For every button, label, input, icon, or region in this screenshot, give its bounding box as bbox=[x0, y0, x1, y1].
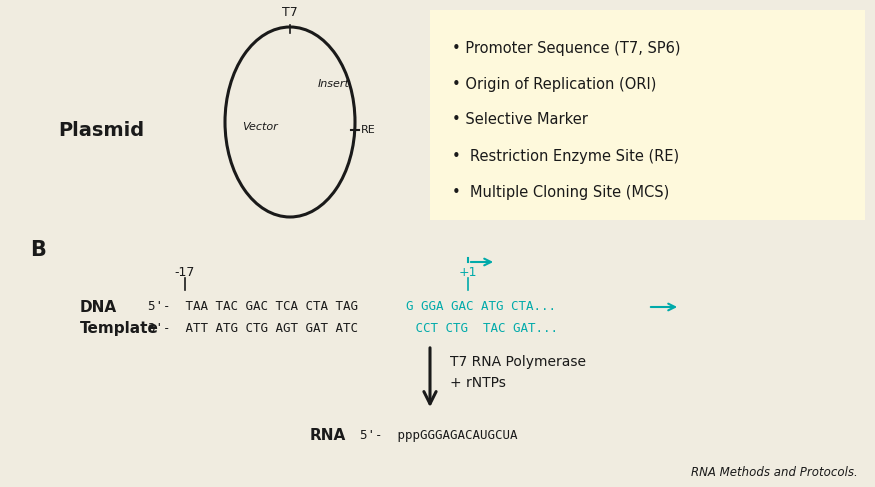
Text: +1: +1 bbox=[458, 265, 477, 279]
Text: B: B bbox=[30, 240, 46, 260]
Text: • Origin of Replication (ORI): • Origin of Replication (ORI) bbox=[452, 76, 656, 92]
Text: 5'-  pppGGGAGACAUGCUA: 5'- pppGGGAGACAUGCUA bbox=[360, 429, 517, 442]
Text: RNA Methods and Protocols.: RNA Methods and Protocols. bbox=[691, 466, 858, 479]
Text: • Selective Marker: • Selective Marker bbox=[452, 112, 588, 128]
Text: RE: RE bbox=[361, 125, 375, 135]
Text: 3'-  ATT ATG CTG AGT GAT ATC: 3'- ATT ATG CTG AGT GAT ATC bbox=[148, 321, 358, 335]
Text: 5'-  TAA TAC GAC TCA CTA TAG: 5'- TAA TAC GAC TCA CTA TAG bbox=[148, 300, 358, 314]
Text: -17: -17 bbox=[175, 265, 195, 279]
Text: T7: T7 bbox=[282, 6, 298, 19]
Text: RNA: RNA bbox=[310, 428, 347, 443]
Text: •  Restriction Enzyme Site (RE): • Restriction Enzyme Site (RE) bbox=[452, 149, 679, 164]
Text: • Promoter Sequence (T7, SP6): • Promoter Sequence (T7, SP6) bbox=[452, 40, 681, 56]
Text: CCT CTG  TAC GAT...: CCT CTG TAC GAT... bbox=[408, 321, 558, 335]
Text: DNA: DNA bbox=[80, 300, 117, 315]
Text: Plasmid: Plasmid bbox=[58, 120, 144, 139]
FancyBboxPatch shape bbox=[430, 10, 865, 220]
Text: Vector: Vector bbox=[242, 122, 278, 132]
Text: Insert: Insert bbox=[318, 79, 350, 89]
Text: •  Multiple Cloning Site (MCS): • Multiple Cloning Site (MCS) bbox=[452, 185, 669, 200]
Text: Template: Template bbox=[80, 320, 159, 336]
Text: + rNTPs: + rNTPs bbox=[450, 376, 506, 390]
Text: G GGA GAC ATG CTA...: G GGA GAC ATG CTA... bbox=[406, 300, 556, 314]
Text: T7 RNA Polymerase: T7 RNA Polymerase bbox=[450, 355, 586, 369]
